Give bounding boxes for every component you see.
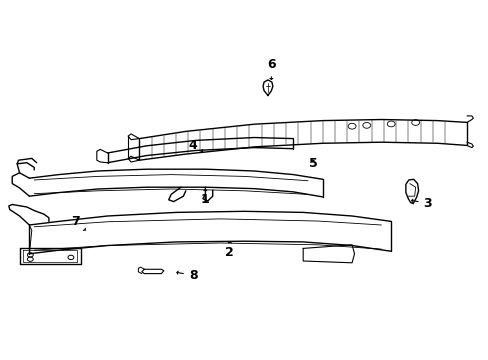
Text: 8: 8 [177, 269, 197, 282]
Text: 3: 3 [411, 197, 431, 210]
Text: 4: 4 [188, 139, 203, 152]
Text: 5: 5 [308, 157, 317, 170]
Text: 7: 7 [71, 215, 85, 230]
Text: 2: 2 [225, 242, 234, 258]
Text: 6: 6 [266, 58, 275, 79]
Text: 1: 1 [201, 190, 209, 206]
